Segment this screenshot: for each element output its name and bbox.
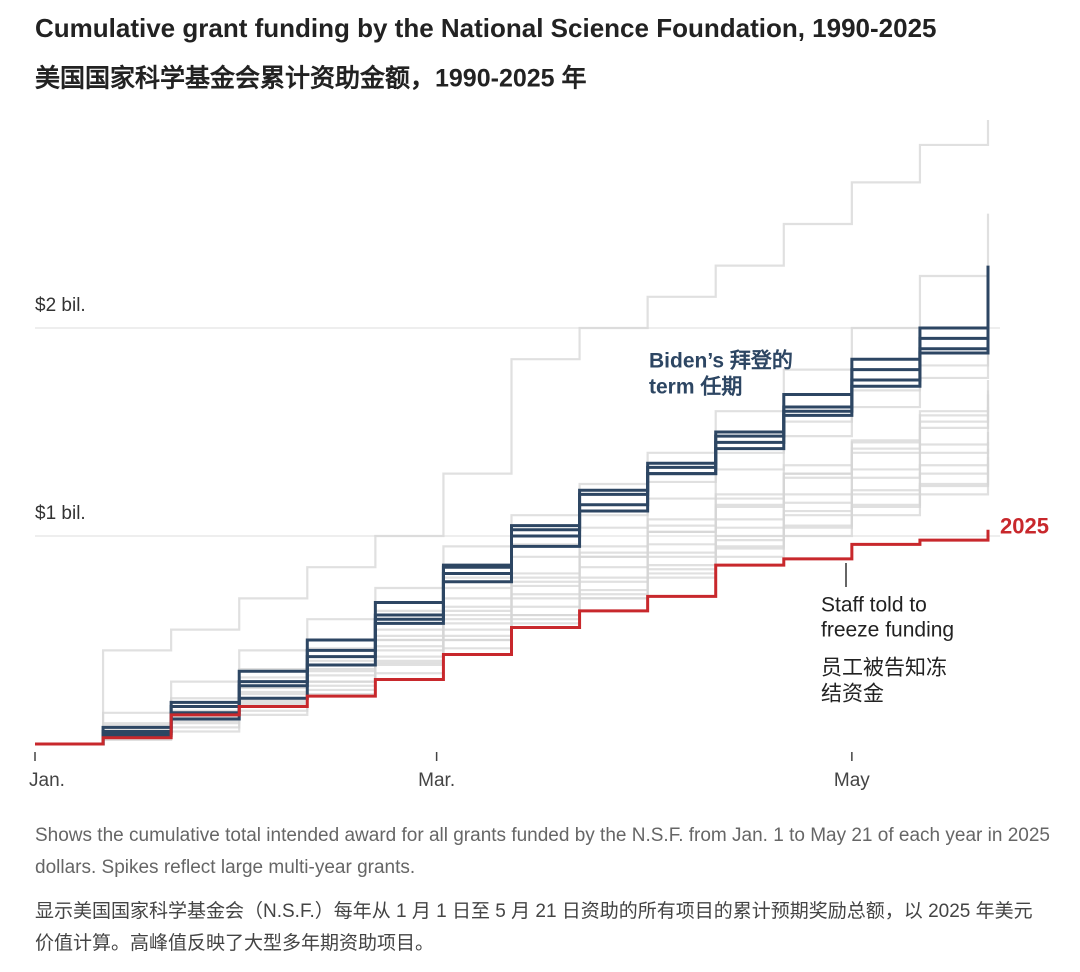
x-tick-label: Jan. [29, 770, 65, 791]
series-line [35, 213, 990, 746]
x-tick-label: May [834, 770, 870, 791]
annotation: Biden’s 拜登的 [649, 349, 793, 373]
y-tick-label: $1 bil. [35, 503, 86, 524]
annotation: Staff told to [821, 594, 927, 617]
series-line [35, 311, 990, 746]
chart: Cumulative grant funding by the National… [29, 13, 1049, 791]
y-tick-label: $2 bil. [35, 295, 86, 316]
chart-subtitle: 美国国家科学基金会累计资助金额，1990-2025 年 [35, 64, 587, 93]
x-tick-label: Mar. [418, 770, 455, 791]
annotation: 员工被告知冻 [821, 657, 947, 680]
series-line [35, 120, 990, 746]
annotation: term 任期 [649, 375, 742, 399]
note: 显示美国国家科学基金会（N.S.F.）每年从 1 月 1 日至 5 月 21 日… [35, 901, 1033, 954]
series-label: 2025 [1000, 514, 1049, 539]
annotation: freeze funding [821, 619, 954, 642]
note: Shows the cumulative total intended awar… [35, 825, 1050, 878]
series-line [35, 463, 990, 746]
series-line [35, 529, 990, 746]
chart-title: Cumulative grant funding by the National… [35, 13, 937, 43]
annotation: 结资金 [821, 683, 884, 706]
